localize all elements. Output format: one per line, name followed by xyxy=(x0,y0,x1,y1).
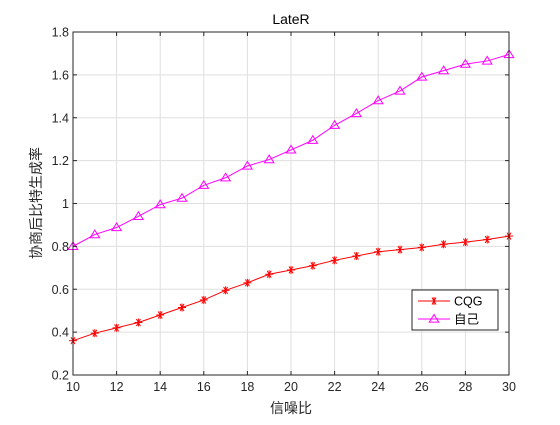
data-point xyxy=(417,243,426,252)
marker-triangle xyxy=(481,55,493,65)
x-tick-label: 28 xyxy=(458,380,472,394)
data-point xyxy=(307,134,319,144)
marker-triangle xyxy=(437,65,450,75)
y-tick-label: 1 xyxy=(62,197,69,211)
marker-triangle xyxy=(154,199,166,209)
marker-triangle xyxy=(350,108,363,118)
legend-item: 自己 xyxy=(418,313,479,327)
data-point xyxy=(330,256,339,265)
data-point xyxy=(221,286,230,295)
y-tick-label: 0.8 xyxy=(52,240,69,254)
marker-triangle xyxy=(89,229,101,239)
legend-label: CQG xyxy=(454,295,482,309)
marker-triangle xyxy=(416,71,428,81)
data-point xyxy=(308,261,317,270)
x-tick-label: 20 xyxy=(284,380,298,394)
marker-triangle xyxy=(110,222,123,232)
marker-triangle xyxy=(241,160,254,170)
data-point xyxy=(285,144,297,154)
data-point xyxy=(481,55,493,65)
x-tick-label: 22 xyxy=(328,380,342,394)
data-point xyxy=(396,245,404,254)
x-tick-label: 24 xyxy=(371,380,385,394)
y-axis-title: 协商后比特生成率 xyxy=(28,147,45,259)
data-point xyxy=(198,179,210,189)
data-point xyxy=(350,108,363,118)
data-point xyxy=(430,297,438,305)
marker-triangle xyxy=(394,85,406,95)
y-tick-label: 0.6 xyxy=(52,283,69,297)
data-point xyxy=(374,247,383,256)
data-point xyxy=(156,310,165,319)
y-tick-label: 0.4 xyxy=(52,326,69,340)
legend: CQG 自己 xyxy=(411,289,499,331)
y-tick-label: 1.4 xyxy=(52,111,69,125)
data-point xyxy=(416,71,428,81)
data-point xyxy=(287,265,295,274)
data-point xyxy=(428,313,440,323)
x-tick-label: 18 xyxy=(240,380,254,394)
data-point xyxy=(132,210,145,221)
marker-triangle xyxy=(132,210,145,221)
x-tick-label: 10 xyxy=(66,380,80,394)
y-tick-label: 1.6 xyxy=(52,68,69,82)
marker-triangle xyxy=(372,95,384,105)
marker-triangle xyxy=(219,172,232,182)
data-point xyxy=(243,278,252,287)
data-point xyxy=(199,295,208,304)
data-point xyxy=(352,252,361,261)
y-tick-label: 1.2 xyxy=(52,154,69,168)
x-tick-label: 26 xyxy=(415,380,429,394)
data-point xyxy=(154,199,166,209)
y-tick-label: 1.8 xyxy=(52,26,69,40)
data-point xyxy=(178,303,186,312)
data-point xyxy=(439,240,448,249)
data-point xyxy=(328,119,341,129)
marker-triangle xyxy=(307,134,319,144)
y-tick-label: 0.2 xyxy=(52,369,69,383)
series-asterisk xyxy=(69,232,513,345)
data-point xyxy=(394,85,406,95)
marker-triangle xyxy=(285,144,297,154)
x-tick-label: 12 xyxy=(110,380,124,394)
legend-box xyxy=(411,289,499,331)
data-point xyxy=(265,270,274,279)
ticks: 10 12 14 16 18 20 22 24 26 28 30 0.2 0.4 0.6 0.8 1 1.2 1.… xyxy=(52,26,516,395)
data-point xyxy=(110,222,123,232)
chart-title: LateR xyxy=(272,11,309,27)
legend-label: 自己 xyxy=(454,313,479,327)
x-tick-label: 14 xyxy=(153,380,167,394)
data-point xyxy=(176,192,188,202)
data-point xyxy=(263,154,275,164)
x-tick-label: 30 xyxy=(502,380,516,394)
x-tick-label: 16 xyxy=(197,380,211,394)
legend-item: CQG xyxy=(418,295,482,309)
x-axis-title: 信噪比 xyxy=(270,401,312,417)
data-point xyxy=(219,172,232,182)
marker-triangle xyxy=(428,313,440,323)
data-point xyxy=(90,329,99,338)
data-point xyxy=(112,323,121,332)
marker-triangle xyxy=(328,119,341,129)
data-point xyxy=(437,65,450,75)
data-point xyxy=(241,160,254,170)
marker-triangle xyxy=(176,192,188,202)
data-point xyxy=(483,235,492,244)
data-point xyxy=(372,95,384,105)
data-point xyxy=(459,58,472,68)
data-point xyxy=(134,318,143,327)
data-point xyxy=(461,238,470,247)
marker-triangle xyxy=(459,58,472,68)
marker-triangle xyxy=(198,179,210,189)
series-line xyxy=(72,54,510,247)
data-point xyxy=(89,229,101,239)
marker-triangle xyxy=(263,154,275,164)
